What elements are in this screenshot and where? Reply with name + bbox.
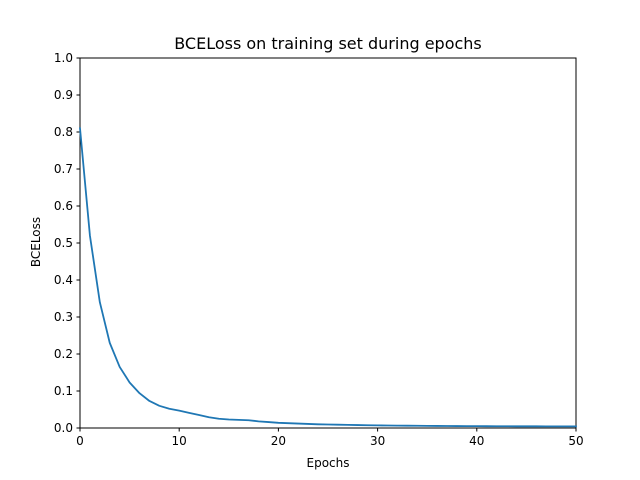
y-tick-label: 0.3 [54,310,73,324]
y-tick-label: 1.0 [54,51,73,65]
y-tick-label: 0.2 [54,347,73,361]
plot-area [79,57,577,429]
series-line [79,127,577,428]
x-tick-label: 50 [568,434,583,448]
series-layer [79,127,577,428]
y-axis: 0.0 0.1 0.2 0.3 0.4 0.5 0.6 0.7 0.8 0.9 1.0 [54,51,80,435]
y-tick-label: 0.0 [54,421,73,435]
x-tick-label: 20 [271,434,286,448]
y-axis-label: BCELoss [29,217,43,267]
y-tick-label: 0.8 [54,125,73,139]
y-tick-label: 0.6 [54,199,73,213]
x-tick-label: 10 [172,434,187,448]
x-tick-label: 0 [76,434,84,448]
y-tick-label: 0.9 [54,88,73,102]
x-tick-label: 40 [469,434,484,448]
plot-frame [79,57,577,429]
x-axis-label: Epochs [307,456,350,470]
chart-title: BCELoss on training set during epochs [174,34,482,53]
x-tick-label: 30 [370,434,385,448]
y-tick-label: 0.7 [54,162,73,176]
y-tick-label: 0.1 [54,384,73,398]
x-axis: 0 10 20 30 40 50 [76,428,584,448]
y-tick-label: 0.4 [54,273,73,287]
y-tick-label: 0.5 [54,236,73,250]
